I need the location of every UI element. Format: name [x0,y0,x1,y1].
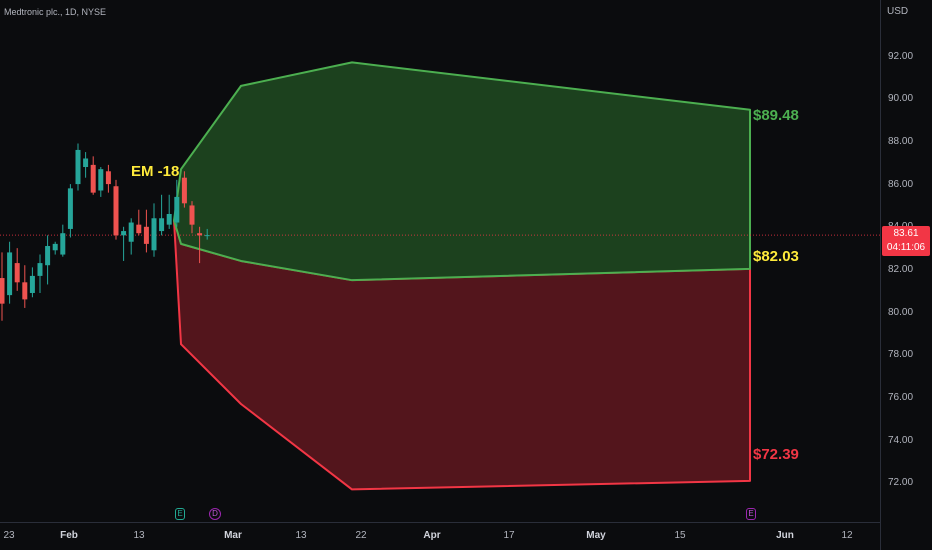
candle-body [204,235,210,237]
last-price-tag: 83.61 04:11:06 [882,226,930,256]
candle-body [22,282,28,300]
mid-target-label: $82.03 [753,248,799,265]
time-tick: Apr [423,530,441,541]
time-tick: 13 [133,530,145,541]
price-axis-border [880,0,881,550]
candle-body [113,186,119,236]
candle-body [189,205,195,225]
bullish-range-band [173,61,751,282]
price-tick: 90.00 [888,93,914,104]
price-tick: 92.00 [888,51,914,62]
candle-body [121,231,127,236]
time-tick: 12 [841,530,853,541]
time-tick: 17 [503,530,515,541]
candle-body [181,177,187,204]
bar-countdown: 04:11:06 [886,242,926,253]
time-tick: 22 [355,530,367,541]
price-tick: 80.00 [888,307,914,318]
price-tick: 78.00 [888,349,914,360]
candle-body [14,263,20,283]
candle-body [83,158,89,168]
price-tick: 76.00 [888,392,914,403]
price-chart-area[interactable]: EM -18 $89.48 $82.03 $72.39 [0,0,880,522]
currency-unit[interactable]: USD [887,6,909,17]
time-tick: Feb [60,530,78,541]
time-tick: 15 [674,530,686,541]
candlestick-series [0,143,210,321]
price-tick: 88.00 [888,136,914,147]
price-tick: 86.00 [888,179,914,190]
expected-move-bands [173,61,751,491]
dividend-icon[interactable]: D [209,508,221,520]
lower-target-label: $72.39 [753,446,799,463]
earnings-upcoming-icon[interactable]: E [746,508,756,520]
price-tick: 72.00 [888,477,914,488]
candle-body [197,233,203,236]
em-label: EM -18 [131,163,179,180]
upper-target-label: $89.48 [753,107,799,124]
candle-body [67,188,73,229]
candle-body [45,246,51,266]
time-tick: 23 [3,530,15,541]
last-price-value: 83.61 [893,228,919,239]
price-tick: 82.00 [888,264,914,275]
candle-body [60,233,66,255]
candle-body [166,213,172,225]
candle-body [75,149,81,185]
candle-body [128,222,134,242]
candle-body [174,196,180,223]
symbol-label[interactable]: Medtronic plc., 1D, NYSE [4,7,107,17]
candle-body [37,263,43,276]
candle-body [7,252,13,296]
earnings-past-icon[interactable]: E [175,508,185,520]
price-axis[interactable]: USD 92.00 90.00 88.00 86.00 84.00 82.00 … [881,0,932,550]
candle-body [29,275,35,293]
candle-body [52,243,58,251]
time-axis-border [0,522,880,523]
candle-body [159,218,165,232]
time-axis[interactable]: 23 Feb 13 Mar 13 22 Apr 17 May 15 Jun 12 [0,523,880,550]
time-tick: Jun [776,530,794,541]
time-tick: May [586,530,606,541]
candle-body [0,278,5,304]
candle-body [136,224,142,234]
candle-body [143,226,149,244]
candle-body [98,169,104,191]
candle-body [151,218,157,251]
time-tick: 13 [295,530,307,541]
candle-body [105,171,111,185]
candle-body [90,164,96,193]
price-tick: 74.00 [888,435,914,446]
time-tick: Mar [224,530,242,541]
